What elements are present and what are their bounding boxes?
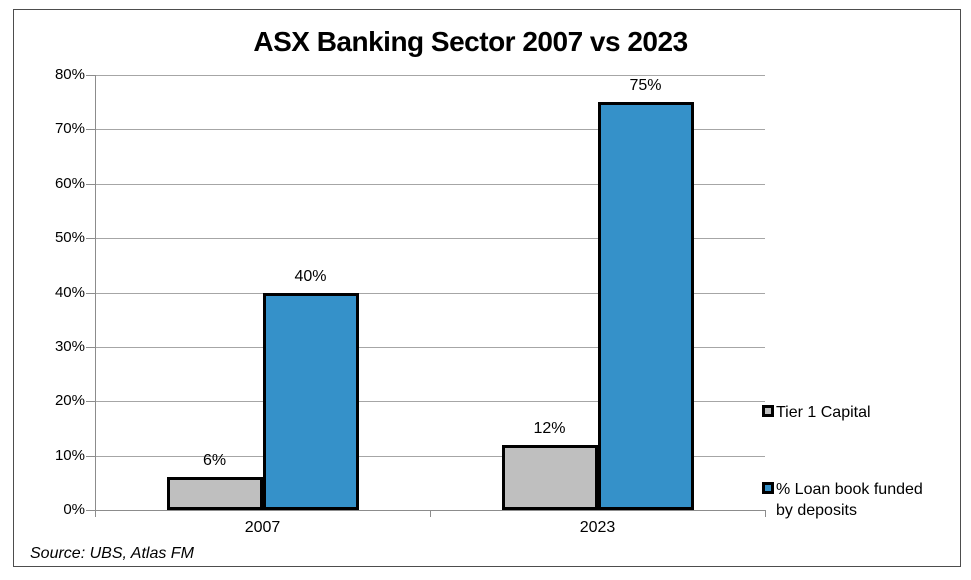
- y-axis-tick: [86, 401, 95, 403]
- y-axis-line: [95, 75, 96, 517]
- bar-tier-1-capital: [166, 477, 263, 510]
- y-axis-label: 30%: [54, 337, 85, 355]
- y-axis-label: 20%: [54, 392, 85, 410]
- bar-value-label: 12%: [533, 419, 566, 437]
- chart-title: ASX Banking Sector 2007 vs 2023: [253, 26, 688, 57]
- y-axis-tick: [86, 75, 95, 76]
- y-axis-tick: [86, 346, 95, 348]
- y-axis-label: 10%: [54, 446, 85, 464]
- y-axis-label: 0%: [63, 501, 85, 518]
- legend-marker-icon: [762, 405, 774, 417]
- y-axis-label: 60%: [54, 174, 85, 192]
- bar-loan-book-funded-by-deposits: [262, 292, 359, 510]
- legend-label: % Loan book funded by deposits: [776, 481, 923, 519]
- x-axis-tick: [765, 510, 766, 517]
- y-axis-label: 40%: [54, 283, 85, 301]
- x-axis-label: 2023: [579, 519, 616, 536]
- bar-value-label: 40%: [294, 267, 327, 285]
- y-axis-tick: [86, 183, 95, 185]
- y-axis-label: 80%: [54, 66, 85, 83]
- y-axis-tick: [86, 292, 95, 294]
- chart-frame: [13, 9, 961, 567]
- gridline: [96, 401, 765, 403]
- legend-item: % Loan book funded by deposits: [762, 479, 938, 521]
- x-axis-tick: [430, 510, 431, 517]
- y-axis-tick: [86, 238, 95, 240]
- y-axis-tick: [86, 510, 95, 511]
- source-note: Source: UBS, Atlas FM: [30, 545, 194, 562]
- legend-item: Tier 1 Capital: [762, 402, 938, 423]
- bar-value-label: 75%: [629, 77, 662, 95]
- y-axis-label: 70%: [54, 120, 85, 138]
- y-axis-label: 50%: [54, 229, 85, 247]
- bar-loan-book-funded-by-deposits: [597, 102, 694, 510]
- gridline: [96, 238, 765, 240]
- bar-value-label: 6%: [202, 452, 227, 470]
- y-axis-tick: [86, 129, 95, 131]
- bar-tier-1-capital: [501, 444, 598, 510]
- legend-label: Tier 1 Capital: [776, 404, 871, 421]
- gridline: [96, 346, 765, 348]
- gridline: [96, 75, 765, 76]
- x-axis-label: 2007: [244, 519, 281, 536]
- x-axis-tick: [95, 510, 96, 517]
- gridline: [96, 292, 765, 294]
- gridline: [96, 455, 765, 457]
- gridline: [96, 183, 765, 185]
- y-axis-tick: [86, 455, 95, 457]
- legend-marker-icon: [762, 482, 774, 494]
- gridline: [96, 129, 765, 131]
